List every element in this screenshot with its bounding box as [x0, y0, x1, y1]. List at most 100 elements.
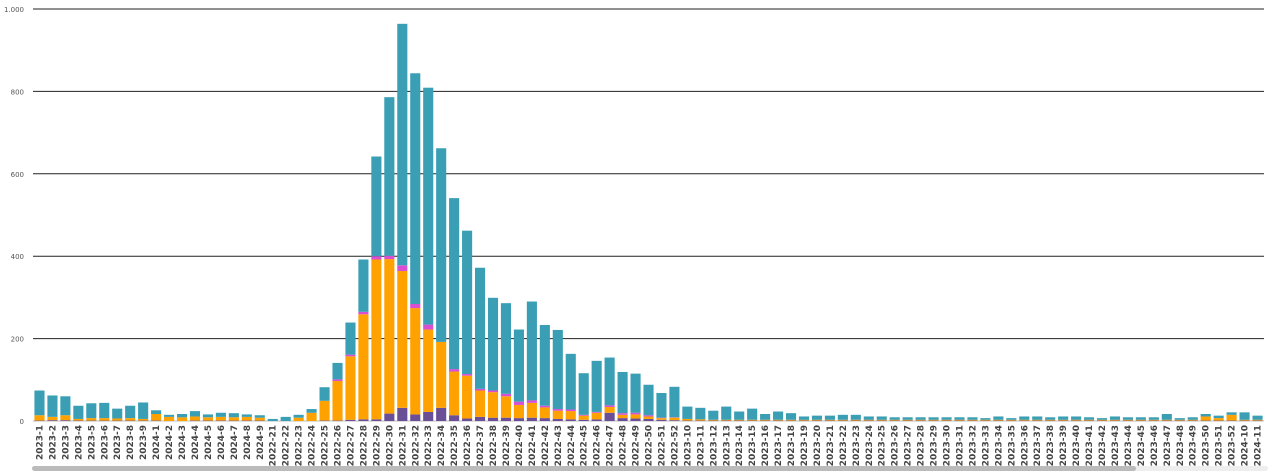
x-tick-label: 2022-23	[295, 425, 305, 466]
bar-segment	[371, 419, 382, 421]
x-tick-label: 2023-46	[1150, 425, 1160, 466]
bar-segment	[824, 415, 835, 420]
bar-segment	[669, 420, 680, 421]
x-tick-label: 2023-7	[113, 425, 123, 460]
x-tick-label: 2022-50	[645, 425, 655, 466]
bar-segment	[798, 419, 810, 421]
bar-segment	[436, 341, 447, 408]
x-tick-label: 2022-45	[580, 425, 590, 466]
bar-segment	[1006, 419, 1017, 421]
bar-segment	[682, 406, 693, 419]
bar-segment	[721, 406, 732, 420]
bar-segment	[73, 405, 84, 419]
scrollbar-thumb[interactable]	[32, 466, 1136, 471]
x-tick-label: 2022-42	[541, 425, 551, 466]
bar-segment	[306, 409, 317, 413]
x-tick-label: 2023-44	[1124, 425, 1134, 466]
bar-segment	[1148, 419, 1159, 421]
bar-segment	[617, 414, 628, 419]
x-tick-label: 2023-28	[917, 425, 927, 466]
bar-segment	[1252, 419, 1263, 421]
bar-segment	[513, 418, 524, 421]
bar-segment	[384, 255, 395, 260]
bar-segment	[138, 418, 149, 421]
x-tick-label: 2023-41	[1085, 425, 1095, 466]
x-tick-label: 2024-1	[152, 425, 162, 460]
x-tick-label: 2024-3	[178, 425, 188, 460]
bar-segment	[876, 419, 887, 421]
bar-segment	[474, 390, 486, 417]
bar-segment	[345, 322, 356, 355]
bar-segment	[384, 413, 395, 421]
bar-segment	[552, 329, 563, 410]
x-tick-label: 2022-25	[321, 425, 331, 466]
bar-segment	[591, 360, 602, 412]
bar-segment	[643, 415, 654, 417]
x-tick-label: 2023-36	[1020, 425, 1030, 466]
bar-segment	[513, 401, 524, 405]
bar-segment	[86, 403, 97, 419]
bar-segment	[423, 324, 434, 330]
bar-segment	[125, 418, 136, 421]
bar-segment	[215, 416, 226, 421]
x-tick-label: 2022-49	[632, 425, 642, 466]
bar-segment	[1058, 419, 1069, 421]
bar-segment	[954, 417, 965, 420]
bar-segment	[358, 311, 369, 315]
bar-segment	[1122, 419, 1133, 421]
bar-segment	[824, 419, 835, 421]
bar-segment	[1187, 417, 1198, 420]
bar-segment	[228, 417, 239, 421]
bar-segment	[604, 406, 615, 413]
x-tick-label: 2023-14	[735, 425, 745, 466]
bar-segment	[669, 386, 680, 418]
bar-segment	[708, 419, 719, 421]
x-tick-label: 2023-48	[1176, 425, 1186, 466]
horizontal-scrollbar[interactable]	[32, 466, 1268, 471]
bar-segment	[228, 413, 239, 418]
bar-segment	[526, 400, 537, 403]
x-tick-label: 2023-4	[74, 425, 84, 460]
bar-segment	[86, 418, 97, 421]
bar-segment	[630, 414, 641, 419]
bar-segment	[436, 407, 447, 421]
x-tick-label: 2022-52	[670, 425, 680, 466]
x-tick-label: 2024-6	[217, 425, 227, 460]
bar-segment	[513, 404, 524, 419]
bar-segment	[682, 418, 693, 421]
bar-segment	[747, 408, 758, 420]
bar-segment	[811, 415, 823, 420]
bar-segment	[565, 353, 576, 410]
bar-segment	[526, 417, 537, 421]
x-tick-label: 2023-38	[1046, 425, 1056, 466]
bar-segment	[462, 374, 473, 376]
x-tick-label: 2022-43	[554, 425, 564, 466]
bar-segment	[410, 308, 421, 415]
x-tick-label: 2023-37	[1033, 425, 1043, 466]
y-axis-tick-labels: 0 200 400 600 800 1.000	[4, 6, 24, 426]
x-tick-label: 2023-39	[1059, 425, 1069, 466]
x-tick-label: 2023-31	[955, 425, 965, 466]
x-tick-label: 2023-3	[61, 425, 71, 460]
bar-segment	[423, 411, 434, 421]
bar-segment	[215, 412, 226, 417]
x-tick-label: 2022-35	[450, 425, 460, 466]
bar-segment	[1226, 414, 1237, 421]
bar-segment	[941, 417, 952, 420]
bar-segment	[1187, 419, 1198, 421]
bar-segment	[99, 402, 110, 419]
bar-segment	[604, 357, 615, 406]
x-tick-label: 2022-21	[269, 425, 279, 466]
bar-segment	[643, 416, 654, 419]
bar-segment	[850, 419, 861, 421]
x-tick-label: 2022-26	[334, 425, 344, 466]
bar-segment	[980, 419, 991, 421]
bar-segment	[760, 419, 771, 421]
bar-segment	[410, 414, 421, 421]
bar-segment	[1084, 417, 1095, 420]
x-tick-label: 2022-47	[606, 425, 616, 466]
bar-segment	[617, 413, 628, 415]
x-tick-label: 2022-34	[437, 425, 447, 466]
x-tick-label: 2022-37	[476, 425, 486, 466]
bar-segment	[928, 417, 939, 420]
